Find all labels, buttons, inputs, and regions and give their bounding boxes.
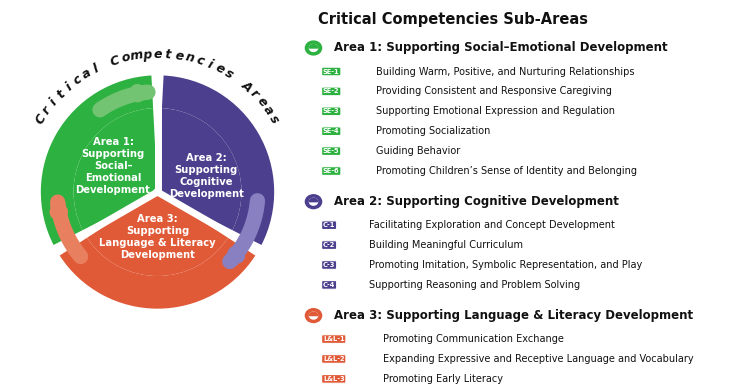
Text: n: n: [184, 51, 195, 65]
Circle shape: [318, 356, 326, 362]
Text: o: o: [120, 51, 131, 65]
Text: C-3: C-3: [323, 262, 335, 268]
Circle shape: [305, 41, 322, 55]
Text: c: c: [70, 73, 84, 88]
Text: Building Warm, Positive, and Nurturing Relationships: Building Warm, Positive, and Nurturing R…: [376, 66, 634, 76]
Text: Area 1: Supporting Social–Emotional Development: Area 1: Supporting Social–Emotional Deve…: [334, 41, 668, 55]
Circle shape: [318, 281, 326, 288]
Circle shape: [305, 195, 322, 209]
Text: Area 2:
Supporting
Cognitive
Development: Area 2: Supporting Cognitive Development: [169, 153, 244, 199]
Text: A: A: [238, 79, 254, 95]
Text: r: r: [248, 87, 261, 101]
Text: Promoting Socialization: Promoting Socialization: [376, 126, 490, 136]
Text: C: C: [109, 53, 122, 68]
Wedge shape: [40, 76, 153, 245]
Text: Promoting Early Literacy: Promoting Early Literacy: [383, 374, 503, 384]
Text: i: i: [63, 80, 74, 93]
Text: m: m: [129, 48, 143, 63]
Text: SE-1: SE-1: [323, 68, 340, 74]
Text: SE-4: SE-4: [323, 128, 340, 134]
Wedge shape: [162, 76, 274, 245]
Circle shape: [318, 242, 326, 248]
Text: SE-3: SE-3: [323, 108, 340, 114]
Circle shape: [318, 167, 326, 174]
Text: Providing Consistent and Responsive Caregiving: Providing Consistent and Responsive Care…: [376, 86, 612, 96]
Circle shape: [318, 128, 326, 135]
Text: Area 3: Supporting Language & Literacy Development: Area 3: Supporting Language & Literacy D…: [334, 309, 693, 322]
Circle shape: [318, 108, 326, 115]
Text: Guiding Behavior: Guiding Behavior: [376, 146, 460, 156]
Circle shape: [318, 88, 326, 95]
Text: e: e: [254, 94, 269, 109]
Wedge shape: [60, 238, 255, 309]
Wedge shape: [74, 108, 158, 230]
Text: Area 2: Supporting Cognitive Development: Area 2: Supporting Cognitive Development: [334, 195, 619, 208]
Text: p: p: [142, 48, 152, 61]
Text: a: a: [260, 103, 276, 118]
Text: Facilitating Exploration and Concept Development: Facilitating Exploration and Concept Dev…: [369, 220, 615, 230]
Text: L&L-1: L&L-1: [323, 336, 344, 342]
Text: SE-5: SE-5: [323, 148, 340, 154]
Wedge shape: [158, 108, 242, 230]
Text: e: e: [174, 49, 184, 63]
Circle shape: [318, 222, 326, 228]
Circle shape: [305, 309, 322, 323]
Text: Critical Competencies Sub-Areas: Critical Competencies Sub-Areas: [318, 12, 588, 26]
Text: Area 3:
Supporting
Language & Literacy
Development: Area 3: Supporting Language & Literacy D…: [99, 215, 216, 260]
Text: a: a: [80, 66, 93, 82]
Text: SE-6: SE-6: [323, 168, 340, 174]
Text: C: C: [33, 112, 49, 126]
Wedge shape: [87, 192, 228, 276]
Text: L&L-2: L&L-2: [323, 356, 344, 362]
Text: L&L-3: L&L-3: [323, 376, 344, 382]
Text: Expanding Expressive and Receptive Language and Vocabulary: Expanding Expressive and Receptive Langu…: [383, 354, 694, 364]
Text: C-2: C-2: [323, 242, 335, 248]
Text: e: e: [213, 61, 226, 77]
Text: t: t: [54, 87, 68, 101]
Text: C-4: C-4: [323, 282, 335, 288]
Text: r: r: [40, 104, 54, 116]
Circle shape: [318, 376, 326, 382]
Text: C-1: C-1: [323, 222, 335, 228]
Circle shape: [318, 262, 326, 268]
Text: Supporting Reasoning and Problem Solving: Supporting Reasoning and Problem Solving: [369, 280, 580, 290]
Text: l: l: [91, 62, 101, 76]
Text: s: s: [222, 67, 236, 82]
Circle shape: [318, 336, 326, 343]
Circle shape: [310, 198, 317, 205]
Circle shape: [310, 45, 317, 51]
Circle shape: [318, 68, 326, 75]
Text: t: t: [165, 48, 172, 61]
Text: e: e: [153, 48, 162, 61]
Text: Promoting Children’s Sense of Identity and Belonging: Promoting Children’s Sense of Identity a…: [376, 166, 637, 176]
Wedge shape: [310, 198, 317, 202]
Text: Area 1:
Supporting
Social–
Emotional
Development: Area 1: Supporting Social– Emotional Dev…: [76, 137, 151, 195]
Text: i: i: [47, 96, 60, 108]
Circle shape: [310, 312, 317, 319]
Text: Promoting Imitation, Symbolic Representation, and Play: Promoting Imitation, Symbolic Representa…: [369, 260, 642, 270]
Text: Building Meaningful Curriculum: Building Meaningful Curriculum: [369, 240, 523, 250]
Text: Supporting Emotional Expression and Regulation: Supporting Emotional Expression and Regu…: [376, 106, 615, 116]
Circle shape: [154, 189, 161, 195]
Text: Promoting Communication Exchange: Promoting Communication Exchange: [383, 334, 564, 344]
Circle shape: [318, 148, 326, 155]
Wedge shape: [310, 312, 317, 316]
Wedge shape: [310, 45, 317, 48]
Text: c: c: [194, 54, 206, 68]
Text: SE-2: SE-2: [323, 88, 340, 94]
Text: s: s: [267, 113, 282, 126]
Text: i: i: [206, 58, 214, 71]
